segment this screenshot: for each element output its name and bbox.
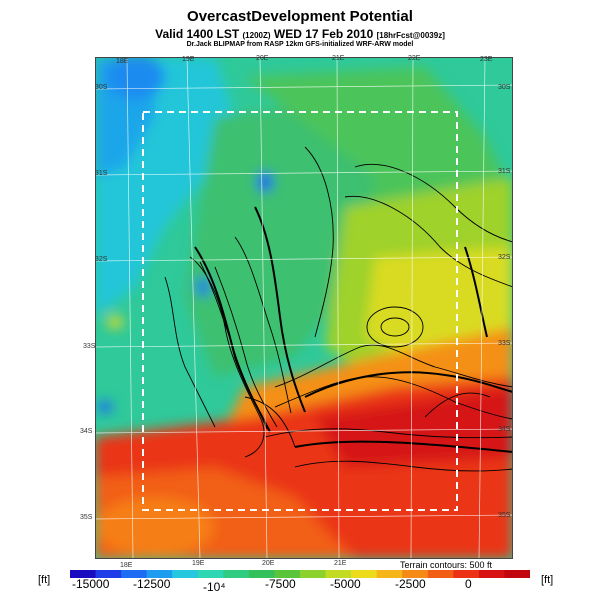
colorbar-tick: -15000 [72,577,110,591]
lat-label: 33S [83,343,96,350]
lat-label: 31S [95,170,108,177]
colorbar-unit-right: [ft] [541,574,554,586]
map-title: OvercastDevelopment Potential [187,8,413,25]
lon-label: 22E [408,55,421,62]
colorbar-tick: 0 [465,577,472,591]
colorbar-swatch [427,570,454,578]
colorbar-swatch [223,570,250,578]
lat-label: 34S [80,428,93,435]
lat-label: 30S [498,84,511,91]
colorbar-swatch [325,570,352,578]
colorbar-tick: -7500 [265,577,296,591]
lat-label: 35S [498,512,511,519]
colorbar-swatch [376,570,403,578]
lat-label: 33S [498,340,511,347]
colorbar-swatch [351,570,378,578]
lon-label: 19E [192,560,205,567]
lon-label: 18E [116,58,129,65]
lat-label: 35S [80,514,93,521]
colorbar-tick: -2500 [395,577,426,591]
colorbar-swatch [146,570,173,578]
bold-terrain-contours [194,206,513,453]
colorbar-swatch [121,570,148,578]
colorbar-swatch [70,570,97,578]
colorbar-swatch [478,570,505,578]
lat-label: 31S [498,168,511,175]
colorbar [70,570,530,578]
colorbar-tick: -12500 [133,577,171,591]
lat-label: 34S [498,426,511,433]
lat-label: 30S [95,84,108,91]
valid-time: Valid 1400 LST (1200Z) WED 17 Feb 2010 [… [0,27,600,41]
colorbar-swatch [248,570,275,578]
terrain-contour-note: Terrain contours: 500 ft [400,560,493,570]
lat-label: 32S [95,256,108,263]
latlon-grid [95,57,513,559]
lon-label: 19E [182,56,195,63]
colorbar-unit-left: [ft] [38,574,51,586]
colorbar-swatch [197,570,224,578]
lon-label: 20E [262,560,275,567]
colorbar-swatch [453,570,480,578]
valid-date: WED 17 Feb 2010 [270,27,377,41]
colorbar-tick: -10⁴ [203,580,226,594]
colorbar-swatch [95,570,122,578]
valid-utc: (1200Z) [242,31,271,40]
lon-label: 21E [334,560,347,567]
colorbar-tick: -5000 [330,577,361,591]
model-credit: Dr.Jack BLIPMAP from RASP 12km GFS-initi… [186,41,414,48]
forecast-map [95,57,513,559]
lon-label: 23E [480,56,493,63]
colorbar-swatch [172,570,199,578]
colorbar-swatch [274,570,301,578]
terrain-contours [164,146,513,472]
colorbar-swatch [300,570,327,578]
lon-label: 21E [332,55,345,62]
forecast-field [95,57,513,559]
lat-label: 32S [498,254,511,261]
inner-domain-box [142,111,458,511]
lon-label: 20E [256,55,269,62]
colorbar-swatch [402,570,429,578]
lon-label: 18E [120,562,133,569]
forecast-info: [18hrFcst@0039z] [376,31,445,40]
valid-prefix: Valid 1400 LST [155,27,243,41]
colorbar-swatch [504,570,530,578]
